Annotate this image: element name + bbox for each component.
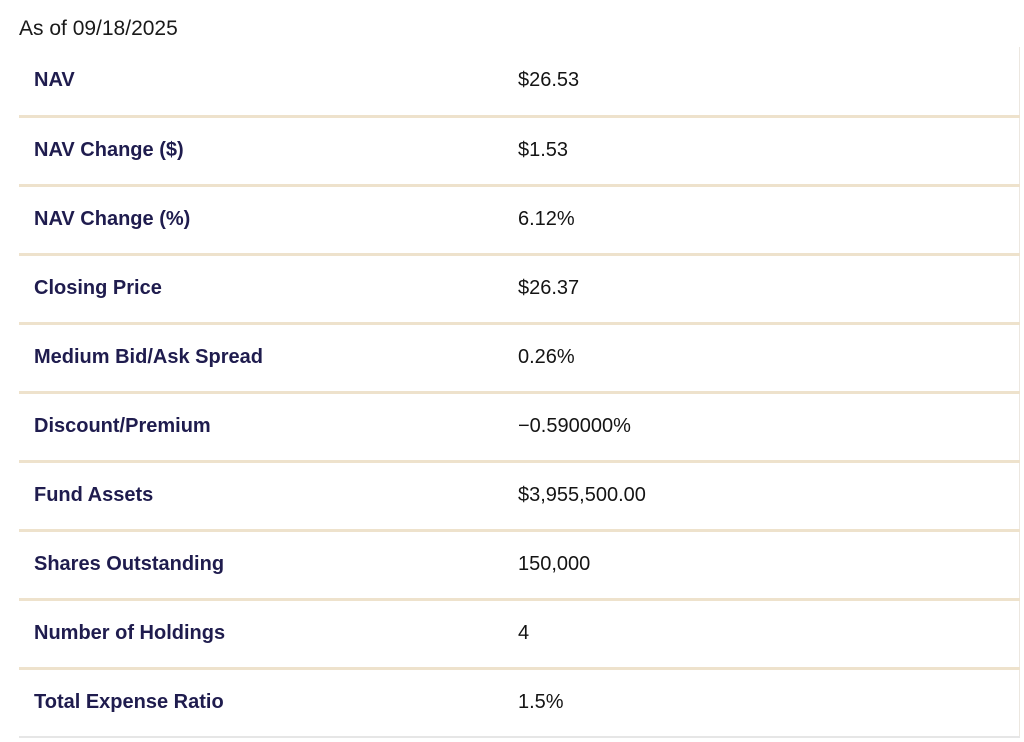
table-row-nav-change-percent: NAV Change (%) 6.12% <box>19 185 1020 254</box>
row-label: NAV Change (%) <box>34 208 191 230</box>
row-value: $1.53 <box>518 139 569 161</box>
row-label: NAV <box>34 69 75 92</box>
row-label: Total Expense Ratio <box>34 691 224 714</box>
row-label: Discount/Premium <box>34 415 211 437</box>
row-value: −0.590000% <box>518 415 631 437</box>
row-value: 4 <box>518 622 530 644</box>
table-row-fund-assets: Fund Assets $3,955,500.00 <box>19 461 1020 530</box>
fund-stats-table: NAV $26.53 NAV Change ($) $1.53 NAV Chan… <box>19 47 1020 738</box>
row-label: Shares Outstanding <box>34 553 225 575</box>
table-row-nav-change-dollar: NAV Change ($) $1.53 <box>19 116 1020 185</box>
as-of-date: As of 09/18/2025 <box>19 17 178 40</box>
row-value: $3,955,500.00 <box>518 484 646 506</box>
row-label: Medium Bid/Ask Spread <box>34 346 263 368</box>
row-value: $26.37 <box>518 277 580 299</box>
row-value: 0.26% <box>518 346 575 368</box>
row-label: NAV Change ($) <box>34 139 184 161</box>
row-label: Number of Holdings <box>34 622 226 644</box>
row-value: 150,000 <box>518 553 591 575</box>
row-value: 6.12% <box>518 208 575 230</box>
table-row-bid-ask-spread: Medium Bid/Ask Spread 0.26% <box>19 323 1020 392</box>
table-row-discount-premium: Discount/Premium −0.590000% <box>19 392 1020 461</box>
table-row-shares-outstanding: Shares Outstanding 150,000 <box>19 530 1020 599</box>
row-value: 1.5% <box>518 691 564 714</box>
table-row-closing-price: Closing Price $26.37 <box>19 254 1020 323</box>
table-row-nav: NAV $26.53 <box>19 47 1020 116</box>
row-label: Fund Assets <box>34 484 154 506</box>
table-row-total-expense-ratio: Total Expense Ratio 1.5% <box>19 668 1020 737</box>
row-value: $26.53 <box>518 69 580 92</box>
table-row-number-of-holdings: Number of Holdings 4 <box>19 599 1020 668</box>
row-label: Closing Price <box>34 277 162 299</box>
